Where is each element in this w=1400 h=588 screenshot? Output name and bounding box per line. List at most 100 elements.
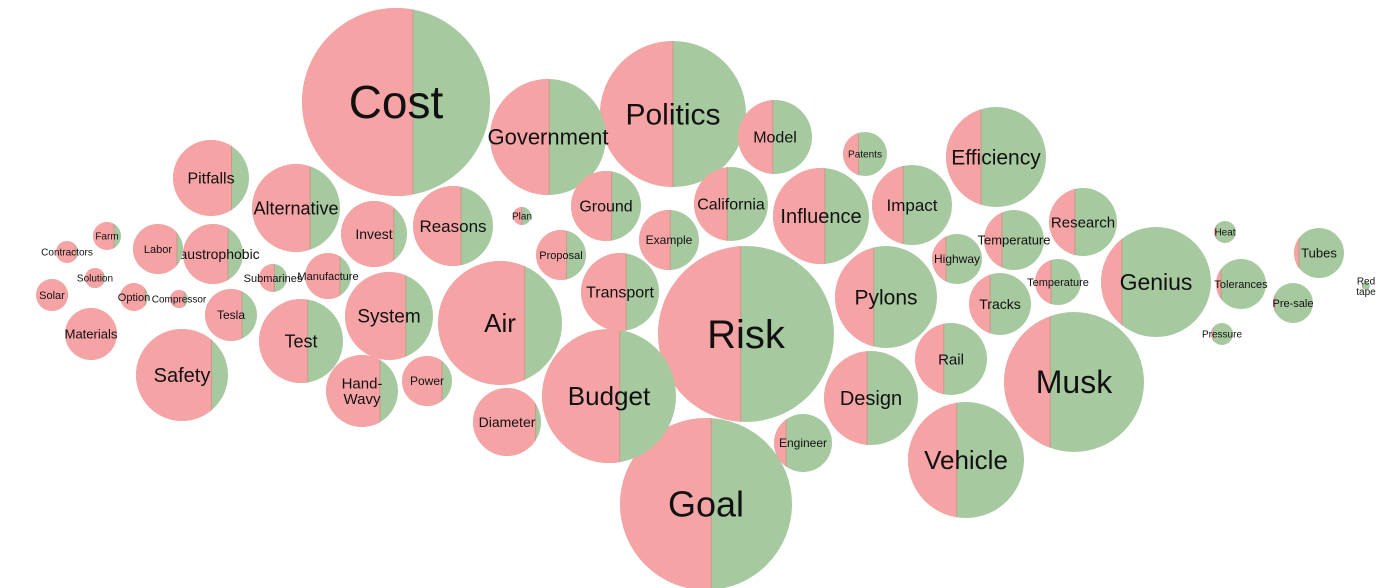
bubble-label-line: Pre-sale	[1273, 298, 1314, 310]
bubble-negative-share	[341, 201, 394, 267]
bubble-label: Submarines	[244, 273, 303, 285]
bubble-label-line: Engineer	[779, 436, 827, 450]
bubble-label-line: Efficiency	[951, 146, 1041, 169]
bubble: Compressor	[152, 290, 207, 308]
bubble-label: Research	[1051, 214, 1115, 231]
bubble-label-line: Compressor	[152, 295, 207, 306]
bubble: Labor	[133, 224, 183, 274]
bubble: Tesla	[205, 289, 257, 341]
bubble-label-line: Solution	[77, 274, 113, 285]
bubble-positive-share	[1214, 221, 1236, 243]
bubble: Budget	[542, 329, 676, 463]
bubble-label-line: Heat	[1214, 228, 1235, 239]
bubble-label: Power	[410, 374, 444, 388]
bubble-label-line: Tracks	[979, 296, 1020, 312]
bubble-positive-share	[774, 414, 832, 472]
bubble: Ground	[571, 171, 641, 241]
bubble-label-line: Politics	[625, 99, 720, 132]
bubble: Farm	[93, 222, 121, 250]
bubble-label-line: Temperature	[1027, 277, 1089, 289]
bubble-label: Claustrophobic	[166, 246, 259, 262]
bubble-label-line: Rail	[938, 351, 964, 368]
bubble-label: Farm	[95, 232, 118, 243]
bubble: Model	[738, 100, 812, 174]
bubble: Alternative	[252, 164, 340, 252]
bubble-label-line: Pitfalls	[187, 171, 234, 188]
bubble: Efficiency	[946, 107, 1046, 207]
bubble: Politics	[600, 41, 746, 187]
bubble: Test	[259, 299, 343, 383]
bubble-negative-share	[969, 273, 991, 335]
bubble-positive-share	[1216, 259, 1266, 309]
bubble-negative-share	[513, 207, 522, 225]
bubble: Solar	[36, 279, 68, 311]
bubble-label-line: California	[697, 197, 765, 214]
bubble: Highway	[932, 234, 982, 284]
bubble-negative-share	[1216, 259, 1221, 309]
bubble-negative-share	[1211, 323, 1214, 345]
bubble-label-line: Risk	[707, 313, 786, 357]
bubble-label-line: Patents	[848, 150, 882, 161]
bubble: Impact	[872, 165, 952, 245]
bubble-label-line: Hand-	[342, 375, 383, 392]
bubble-label: Pre-sale	[1273, 298, 1314, 310]
bubble-label: Transport	[586, 285, 654, 302]
bubble-label-line: Influence	[780, 206, 861, 228]
bubble-label-line: Cost	[349, 76, 444, 128]
bubble-label: Solution	[77, 274, 113, 285]
bubble-label: Efficiency	[951, 146, 1041, 169]
bubble: System	[345, 272, 433, 360]
bubble-label-line: Goal	[668, 484, 744, 525]
bubble: Plan	[512, 207, 532, 225]
bubble-label-line: Wavy	[344, 391, 381, 408]
bubble: Tracks	[969, 273, 1031, 335]
bubble-label: Contractors	[41, 248, 93, 259]
bubble-label: Influence	[780, 206, 861, 228]
bubble: Vehicle	[908, 402, 1024, 518]
bubble-positive-share	[1101, 227, 1211, 337]
bubble: Hand-Wavy	[326, 355, 398, 427]
bubble-label: Design	[840, 388, 902, 410]
bubble-label: Hand-Wavy	[342, 375, 383, 408]
bubble-label: Patents	[848, 150, 882, 161]
bubble-label: Manufacture	[297, 271, 358, 283]
bubble-negative-share	[136, 329, 212, 421]
bubble-label: Labor	[144, 244, 172, 256]
bubble-label-line: Power	[410, 374, 444, 388]
bubble-label-line: Reasons	[419, 217, 486, 236]
bubble-label: Politics	[625, 99, 720, 132]
bubble-label-line: tape	[1356, 287, 1376, 298]
bubble-label: Cost	[349, 76, 444, 128]
bubble-label: Tracks	[979, 296, 1020, 312]
bubble-label-line: Proposal	[539, 250, 582, 262]
bubble-label-line: Tubes	[1301, 246, 1337, 261]
bubble-negative-share	[473, 388, 536, 456]
bubble-negative-share	[133, 224, 177, 274]
bubble-label-line: Contractors	[41, 248, 93, 259]
bubble: California	[694, 167, 768, 241]
bubble-negative-share	[65, 308, 117, 360]
bubble-label-line: Pressure	[1202, 330, 1242, 341]
bubble: Power	[402, 356, 452, 406]
bubble-label-line: Solar	[39, 290, 65, 302]
bubble: Temperature	[978, 210, 1050, 270]
bubble: Safety	[136, 329, 228, 421]
bubble-positive-share	[1362, 282, 1370, 290]
bubble-label-line: Claustrophobic	[166, 246, 259, 262]
bubble-positive-share	[1211, 323, 1233, 345]
bubble-negative-share	[984, 210, 1002, 270]
bubble-label: Red tape	[1356, 276, 1376, 298]
bubble-label-line: Safety	[154, 365, 211, 387]
bubble-negative-share	[1035, 259, 1052, 305]
bubble: Pitfalls	[173, 140, 249, 216]
bubble-label: Test	[284, 331, 317, 351]
bubble-label: Ground	[579, 199, 632, 216]
bubble-label-line: Vehicle	[924, 445, 1008, 475]
bubble: Invest	[341, 201, 407, 267]
bubble-label: Tesla	[217, 308, 245, 322]
bubble-label-line: Tolerances	[1214, 279, 1268, 291]
bubble: Air	[438, 261, 562, 385]
bubble-label: Example	[646, 233, 693, 247]
bubble-label: Genius	[1120, 269, 1193, 295]
